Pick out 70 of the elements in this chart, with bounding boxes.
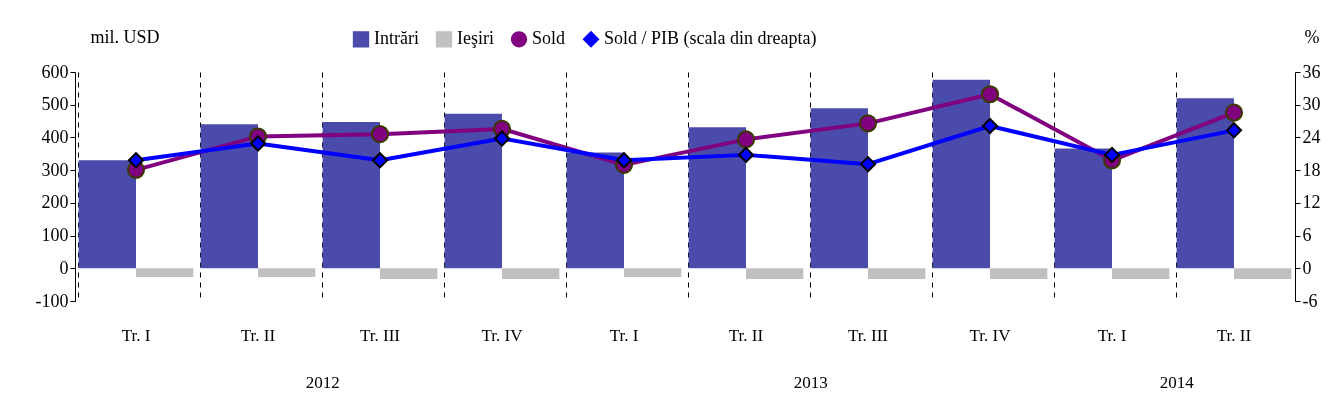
- bar: [624, 268, 682, 278]
- point: [493, 130, 511, 147]
- y2-tick-label: 0: [1302, 257, 1312, 278]
- point: [249, 135, 267, 152]
- y-tick-label: -100: [35, 290, 69, 311]
- x-tick-label: Tr. III: [360, 325, 401, 345]
- point: [980, 85, 1000, 104]
- x-tick-label: Tr. III: [848, 325, 889, 345]
- y2-tick-label: 12: [1302, 192, 1321, 213]
- point: [859, 156, 877, 173]
- y-tick-label: 300: [41, 159, 69, 180]
- y-tick-label: 0: [59, 257, 69, 278]
- point: [615, 152, 633, 169]
- bar: [1234, 268, 1292, 280]
- legend-label: Ieşiri: [457, 28, 494, 49]
- point: [127, 152, 145, 169]
- x-tick-label: Tr. IV: [969, 325, 1012, 345]
- y2-tick-label: 6: [1302, 225, 1312, 246]
- bar: [746, 268, 804, 280]
- bar: [200, 124, 258, 269]
- x-tick-label: Tr. I: [121, 325, 151, 345]
- bar: [502, 268, 560, 280]
- x-tick-label: Tr. I: [1097, 325, 1127, 345]
- point: [1103, 146, 1121, 163]
- y2-tick-label: 18: [1302, 159, 1321, 180]
- x-tick-label: Tr. I: [609, 325, 639, 345]
- y-tick-label: 600: [41, 61, 69, 82]
- bar: [932, 79, 990, 269]
- point: [858, 114, 878, 133]
- bar: [810, 108, 868, 269]
- point: [370, 125, 390, 144]
- text: 2012: [305, 373, 340, 392]
- legend-label: Intrări: [374, 28, 419, 49]
- point: [737, 146, 755, 163]
- y-tick-label: 400: [41, 126, 69, 147]
- point: [1224, 103, 1244, 122]
- bar: [990, 268, 1048, 280]
- text: 2013: [793, 373, 828, 392]
- x-tick-label: Tr. II: [1216, 325, 1252, 345]
- legend-label: Sold / PIB (scala din dreapta): [604, 28, 817, 50]
- bar: [322, 122, 380, 269]
- y-tick-label: 100: [41, 225, 69, 246]
- bar: [136, 268, 194, 278]
- bar: [1176, 98, 1234, 269]
- y2-tick-label: 30: [1302, 94, 1321, 115]
- bar: [380, 268, 438, 280]
- y-axis-title: mil. USD: [90, 26, 160, 47]
- bar: [1112, 268, 1170, 280]
- y2-tick-label: -6: [1302, 290, 1318, 311]
- bar: [1054, 148, 1112, 269]
- bar: [566, 152, 624, 269]
- y2-axis-title: %: [1304, 26, 1320, 47]
- x-tick-label: Tr. IV: [481, 325, 524, 345]
- y2-tick-label: 36: [1302, 61, 1321, 82]
- bar: [688, 127, 746, 269]
- bar: [258, 268, 316, 278]
- point: [371, 152, 389, 169]
- x-tick-label: Tr. II: [728, 325, 764, 345]
- legend-label: Sold: [532, 28, 566, 49]
- y-tick-label: 500: [41, 94, 69, 115]
- x-tick-label: Tr. II: [240, 325, 276, 345]
- text: 2014: [1159, 373, 1195, 392]
- y-tick-label: 200: [41, 192, 69, 213]
- y2-tick-label: 24: [1302, 126, 1321, 147]
- point: [981, 117, 999, 135]
- point: [736, 130, 756, 149]
- bar: [78, 160, 136, 269]
- bar: [444, 113, 502, 269]
- point: [1225, 122, 1243, 139]
- bar: [868, 268, 926, 280]
